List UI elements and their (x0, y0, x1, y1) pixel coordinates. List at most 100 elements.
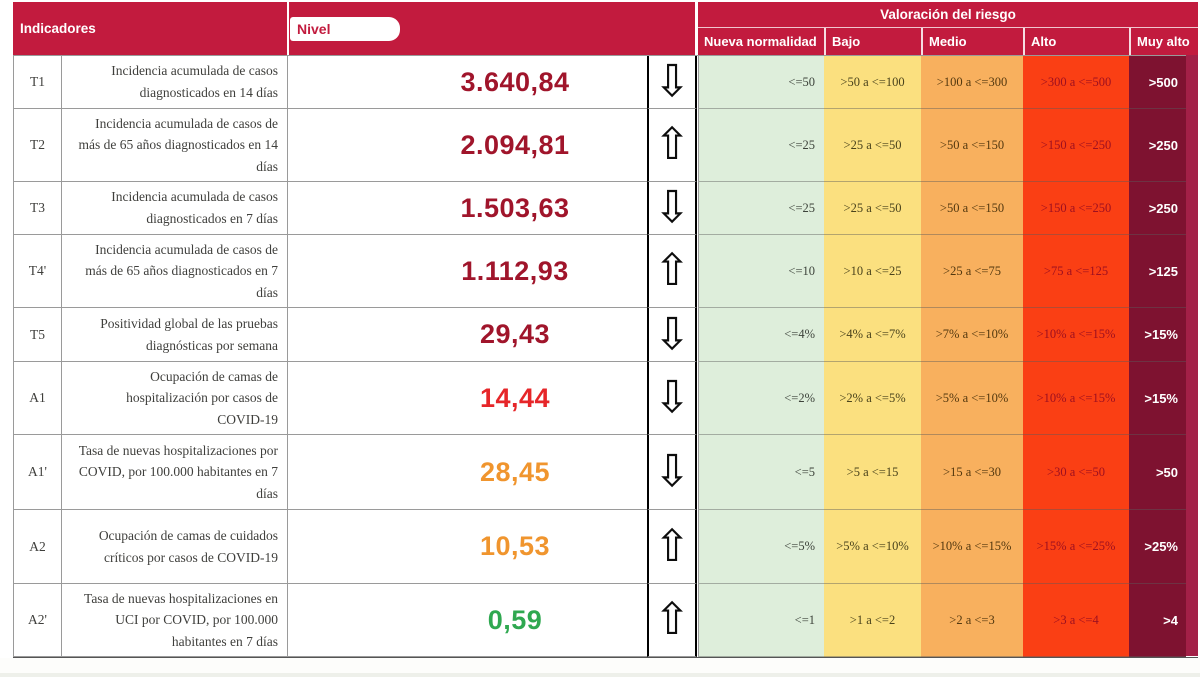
indicator-description: Tasa de nuevas hospitalizaciones por COV… (62, 435, 288, 510)
threshold-medio: >5% a <=10% (921, 362, 1023, 435)
threshold-muy-alto: >4 (1129, 584, 1186, 657)
trend-cell: ⇩ (647, 308, 697, 362)
threshold-alto: >3 a <=4 (1023, 584, 1129, 657)
indicator-rows: T1 Incidencia acumulada de casos diagnost… (13, 55, 1198, 658)
threshold-nueva-normalidad: <=2% (698, 362, 824, 435)
threshold-muy-alto: >500 (1129, 56, 1186, 109)
threshold-muy-alto: >125 (1129, 235, 1186, 308)
nivel-header-cell: Nivel (289, 2, 695, 55)
threshold-bajo: >25 a <=50 (824, 109, 921, 182)
indicator-value: 1.112,93 (288, 235, 647, 308)
table-right-band (1186, 55, 1198, 656)
threshold-alto: >300 a <=500 (1023, 56, 1129, 109)
indicator-description: Positividad global de las pruebas diagnó… (62, 308, 288, 362)
trend-down-icon: ⇩ (653, 446, 691, 497)
indicadores-label: Indicadores (20, 21, 96, 36)
threshold-bajo: >50 a <=100 (824, 56, 921, 109)
header-divider (695, 2, 698, 55)
indicator-id: T3 (13, 182, 62, 235)
indicator-id: T5 (13, 308, 62, 362)
threshold-alto: >75 a <=125 (1023, 235, 1129, 308)
threshold-bajo: >1 a <=2 (824, 584, 921, 657)
indicator-value: 10,53 (288, 510, 647, 584)
footer-edge (0, 673, 1200, 677)
threshold-alto: >10% a <=15% (1023, 308, 1129, 362)
indicator-id: T2 (13, 109, 62, 182)
threshold-medio: >50 a <=150 (921, 109, 1023, 182)
threshold-alto: >150 a <=250 (1023, 182, 1129, 235)
threshold-alto: >30 a <=50 (1023, 435, 1129, 510)
risk-level-header-muy-alto: Muy alto (1129, 28, 1198, 55)
valoracion-title: Valoración del riesgo (698, 2, 1198, 28)
indicator-description: Incidencia acumulada de casos de más de … (62, 109, 288, 182)
indicator-id: T1 (13, 56, 62, 109)
risk-table: Indicadores Nivel Valoración del riesgo … (13, 2, 1198, 658)
indicator-description: Incidencia acumulada de casos diagnostic… (62, 182, 288, 235)
trend-down-icon: ⇩ (653, 308, 691, 360)
indicator-row-a1-prime: A1' Tasa de nuevas hospitalizaciones por … (13, 435, 1198, 510)
header-divider (287, 2, 289, 55)
threshold-nueva-normalidad: <=25 (698, 109, 824, 182)
indicator-row-t3: T3 Incidencia acumulada de casos diagnost… (13, 182, 1198, 235)
threshold-nueva-normalidad: <=5% (698, 510, 824, 584)
trend-up-icon: ⇧ (653, 520, 691, 572)
nivel-label: Nivel (297, 20, 331, 37)
trend-up-icon: ⇧ (653, 594, 691, 645)
indicator-value: 14,44 (288, 362, 647, 435)
trend-cell: ⇩ (647, 362, 697, 435)
indicator-description: Incidencia acumulada de casos de más de … (62, 235, 288, 308)
trend-down-icon: ⇩ (653, 182, 691, 233)
risk-level-header-bajo: Bajo (824, 28, 921, 55)
indicator-value: 0,59 (288, 584, 647, 657)
indicadores-header-cell: Indicadores (13, 2, 287, 55)
trend-cell: ⇧ (647, 235, 697, 308)
threshold-nueva-normalidad: <=1 (698, 584, 824, 657)
trend-cell: ⇧ (647, 109, 697, 182)
indicator-value: 3.640,84 (288, 56, 647, 109)
indicator-description: Incidencia acumulada de casos diagnostic… (62, 56, 288, 109)
indicator-id: A1' (13, 435, 62, 510)
threshold-muy-alto: >25% (1129, 510, 1186, 584)
trend-cell: ⇩ (647, 182, 697, 235)
nivel-badge: Nivel (290, 16, 400, 41)
risk-level-header-alto: Alto (1023, 28, 1129, 55)
threshold-nueva-normalidad: <=10 (698, 235, 824, 308)
indicator-value: 1.503,63 (288, 182, 647, 235)
indicator-description: Ocupación de camas de cuidados críticos … (62, 510, 288, 584)
threshold-nueva-normalidad: <=25 (698, 182, 824, 235)
threshold-alto: >10% a <=15% (1023, 362, 1129, 435)
trend-down-icon: ⇩ (653, 56, 691, 107)
indicator-row-t4-prime: T4' Incidencia acumulada de casos de más … (13, 235, 1198, 308)
trend-cell: ⇧ (647, 510, 697, 584)
threshold-alto: >150 a <=250 (1023, 109, 1129, 182)
risk-level-header-medio: Medio (921, 28, 1023, 55)
indicator-id: A2 (13, 510, 62, 584)
indicator-description: Ocupación de camas de hospitalización po… (62, 362, 288, 435)
threshold-bajo: >4% a <=7% (824, 308, 921, 362)
indicator-row-t2: T2 Incidencia acumulada de casos de más d… (13, 109, 1198, 182)
threshold-medio: >15 a <=30 (921, 435, 1023, 510)
indicator-row-a2: A2 Ocupación de camas de cuidados crítico… (13, 510, 1198, 584)
trend-cell: ⇩ (647, 435, 697, 510)
risk-level-headers: Nueva normalidad Bajo Medio Alto Muy alto (698, 28, 1198, 55)
trend-up-icon: ⇧ (653, 245, 691, 296)
threshold-muy-alto: >15% (1129, 308, 1186, 362)
threshold-muy-alto: >250 (1129, 109, 1186, 182)
valoracion-header-group: Valoración del riesgo Nueva normalidad Ba… (698, 2, 1198, 55)
indicator-id: A2' (13, 584, 62, 657)
indicator-row-a1: A1 Ocupación de camas de hospitalización … (13, 362, 1198, 435)
threshold-nueva-normalidad: <=4% (698, 308, 824, 362)
trend-up-icon: ⇧ (653, 119, 691, 170)
indicator-value: 2.094,81 (288, 109, 647, 182)
threshold-medio: >25 a <=75 (921, 235, 1023, 308)
trend-cell: ⇧ (647, 584, 697, 657)
indicator-row-t1: T1 Incidencia acumulada de casos diagnost… (13, 56, 1198, 109)
indicator-description: Tasa de nuevas hospitalizaciones en UCI … (62, 584, 288, 657)
indicator-row-t5: T5 Positividad global de las pruebas diag… (13, 308, 1198, 362)
threshold-medio: >7% a <=10% (921, 308, 1023, 362)
footer-strip (0, 658, 1200, 673)
threshold-alto: >15% a <=25% (1023, 510, 1129, 584)
risk-level-header-nueva-normalidad: Nueva normalidad (698, 28, 824, 55)
threshold-bajo: >10 a <=25 (824, 235, 921, 308)
